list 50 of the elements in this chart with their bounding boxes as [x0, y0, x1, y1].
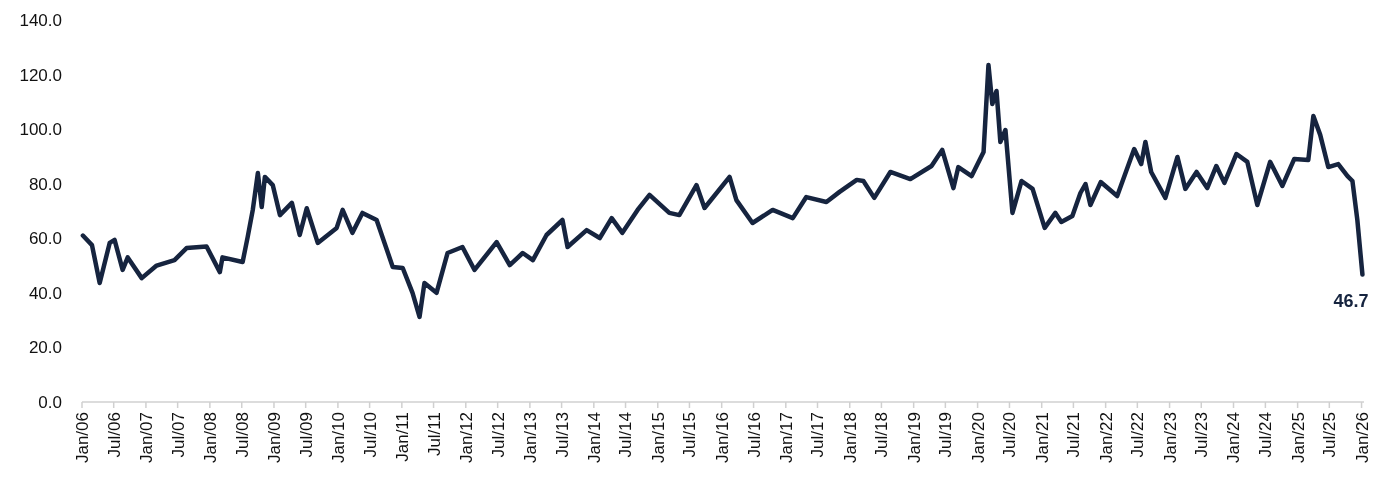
- x-tick-label: Jan/18: [840, 412, 860, 464]
- x-tick-label: Jul/21: [1064, 412, 1084, 458]
- y-tick-label: 140.0: [19, 10, 62, 30]
- x-tick-label: Jan/17: [776, 412, 796, 464]
- y-tick-label: 80.0: [28, 174, 62, 194]
- x-tick-label: Jul/25: [1320, 412, 1340, 458]
- x-tick-label: Jan/25: [1288, 412, 1308, 464]
- x-tick-label: Jul/20: [1000, 412, 1020, 458]
- x-tick-label: Jul/14: [616, 412, 636, 458]
- x-tick-label: Jan/06: [72, 412, 92, 464]
- x-tick-label: Jul/08: [232, 412, 252, 458]
- x-tick-label: Jan/26: [1352, 412, 1372, 464]
- x-tick-label: Jan/10: [328, 412, 348, 464]
- x-tick-label: Jan/20: [968, 412, 988, 464]
- x-tick-label: Jul/13: [552, 412, 572, 458]
- x-tick-label: Jul/19: [936, 412, 956, 458]
- y-tick-label: 100.0: [19, 120, 62, 140]
- x-tick-label: Jul/06: [104, 412, 124, 458]
- x-tick-label: Jan/11: [392, 412, 412, 462]
- y-tick-label: 40.0: [28, 283, 62, 303]
- x-tick-label: Jul/12: [488, 412, 508, 458]
- x-tick-label: Jan/09: [264, 412, 284, 464]
- x-tick-label: Jan/15: [648, 412, 668, 464]
- x-tick-label: Jul/24: [1256, 412, 1276, 458]
- x-tick-label: Jan/16: [712, 412, 732, 464]
- x-tick-label: Jul/10: [360, 412, 380, 458]
- y-tick-label: 20.0: [28, 338, 62, 358]
- x-tick-label: Jan/07: [136, 412, 156, 464]
- x-tick-label: Jul/16: [744, 412, 764, 458]
- x-tick-label: Jan/22: [1096, 412, 1116, 464]
- x-tick-label: Jan/24: [1224, 412, 1244, 464]
- y-tick-label: 60.0: [28, 229, 62, 249]
- x-tick-label: Jul/23: [1192, 412, 1212, 458]
- x-tick-label: Jul/11: [424, 412, 444, 457]
- x-tick-label: Jul/07: [168, 412, 188, 458]
- x-tick-label: Jul/18: [872, 412, 892, 458]
- x-tick-label: Jan/12: [456, 412, 476, 464]
- x-tick-label: Jul/17: [808, 412, 828, 458]
- x-tick-label: Jan/08: [200, 412, 220, 464]
- x-tick-label: Jan/13: [520, 412, 540, 464]
- x-tick-label: Jan/14: [584, 412, 604, 464]
- x-tick-label: Jul/15: [680, 412, 700, 458]
- y-tick-label: 0.0: [38, 392, 62, 412]
- annotation: 46.7: [1333, 290, 1369, 311]
- x-tick-label: Jul/22: [1128, 412, 1148, 458]
- x-tick-label: Jan/23: [1160, 412, 1180, 464]
- x-tick-label: Jul/09: [296, 412, 316, 458]
- x-tick-label: Jan/21: [1032, 412, 1052, 464]
- x-tick-label: Jan/19: [904, 412, 924, 464]
- y-tick-label: 120.0: [19, 65, 62, 85]
